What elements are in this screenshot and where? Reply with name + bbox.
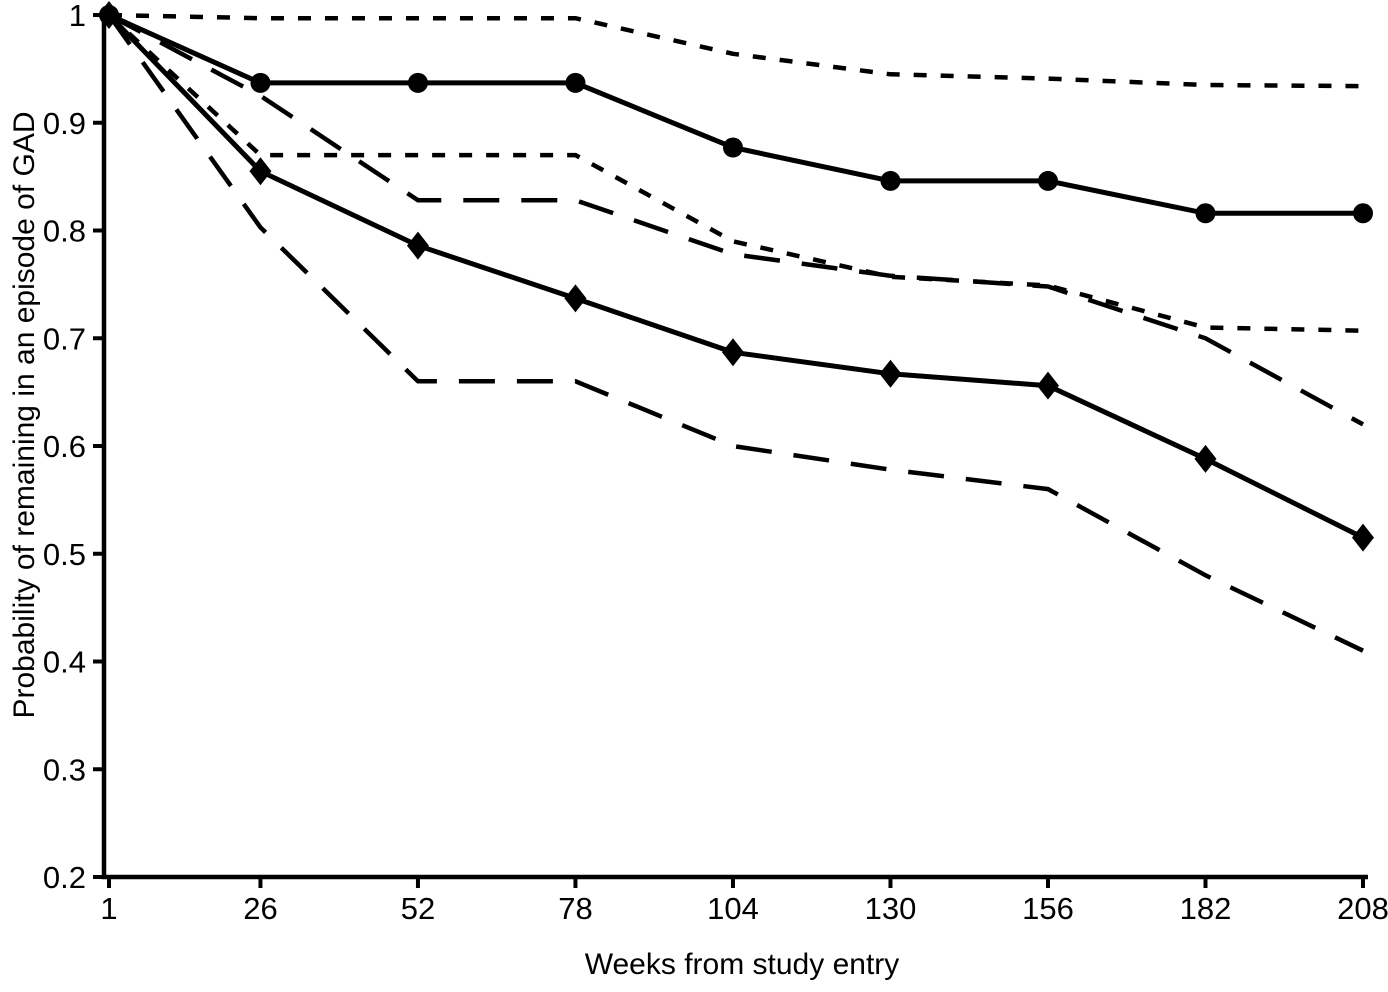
x-tick-label: 52: [401, 891, 435, 926]
series-line-circle-group-upper-95ci: [108, 12, 1364, 89]
y-axis-title: Probability of remaining in an episode o…: [8, 111, 41, 718]
series-line-circle-group-lower-95ci: [107, 13, 1364, 333]
series-line-circle-group-survival: [107, 12, 1363, 216]
x-axis-title: Weeks from study entry: [585, 948, 900, 981]
circle-marker: [1037, 170, 1058, 191]
y-tick-label: 0.8: [43, 214, 86, 249]
circle-marker: [565, 72, 586, 93]
diamond-marker: [721, 338, 744, 367]
circle-marker: [407, 72, 428, 93]
x-tick-label: 78: [558, 891, 592, 926]
diamond-marker: [1352, 523, 1374, 552]
x-tick-label: 26: [243, 891, 277, 926]
x-tick-label: 208: [1337, 891, 1388, 926]
x-tick-label: 1: [100, 891, 117, 926]
diamond-marker: [1194, 444, 1217, 473]
x-tick-label: 182: [1180, 891, 1232, 926]
circle-marker: [250, 72, 271, 93]
series-line-diamond-group-survival: [107, 13, 1365, 540]
diamond-marker: [879, 359, 902, 388]
y-tick-label: 0.4: [43, 645, 86, 680]
y-tick-label: 0.5: [43, 537, 86, 572]
y-tick-label: 0.9: [43, 106, 86, 141]
diamond-marker: [249, 157, 272, 186]
diamond-marker: [564, 284, 587, 313]
plot-area: 0.2 0.3 0.4 0.5 0.6 0.7 0.8 0.9 1 1 26 52 78 104 130 15…: [43, 0, 1388, 926]
circle-marker: [880, 170, 901, 191]
y-tick-label: 0.6: [43, 429, 86, 464]
y-tick-label: 0.7: [43, 321, 86, 356]
circle-marker: [1195, 203, 1216, 224]
y-tick-label: 1: [69, 0, 86, 33]
y-tick-label: 0.2: [43, 860, 86, 895]
x-tick-label: 156: [1022, 891, 1074, 926]
diamond-marker: [1036, 371, 1059, 400]
series-line-diamond-group-lower-95ci: [107, 13, 1364, 653]
x-tick-label: 130: [865, 891, 917, 926]
circle-marker: [1353, 203, 1373, 224]
circle-marker: [722, 137, 743, 158]
diamond-marker: [406, 231, 429, 260]
y-tick-label: 0.3: [43, 752, 86, 787]
diamond-marker: [98, 1, 120, 29]
x-tick-label: 104: [707, 891, 759, 926]
series-line-diamond-group-upper-95ci: [107, 13, 1365, 427]
